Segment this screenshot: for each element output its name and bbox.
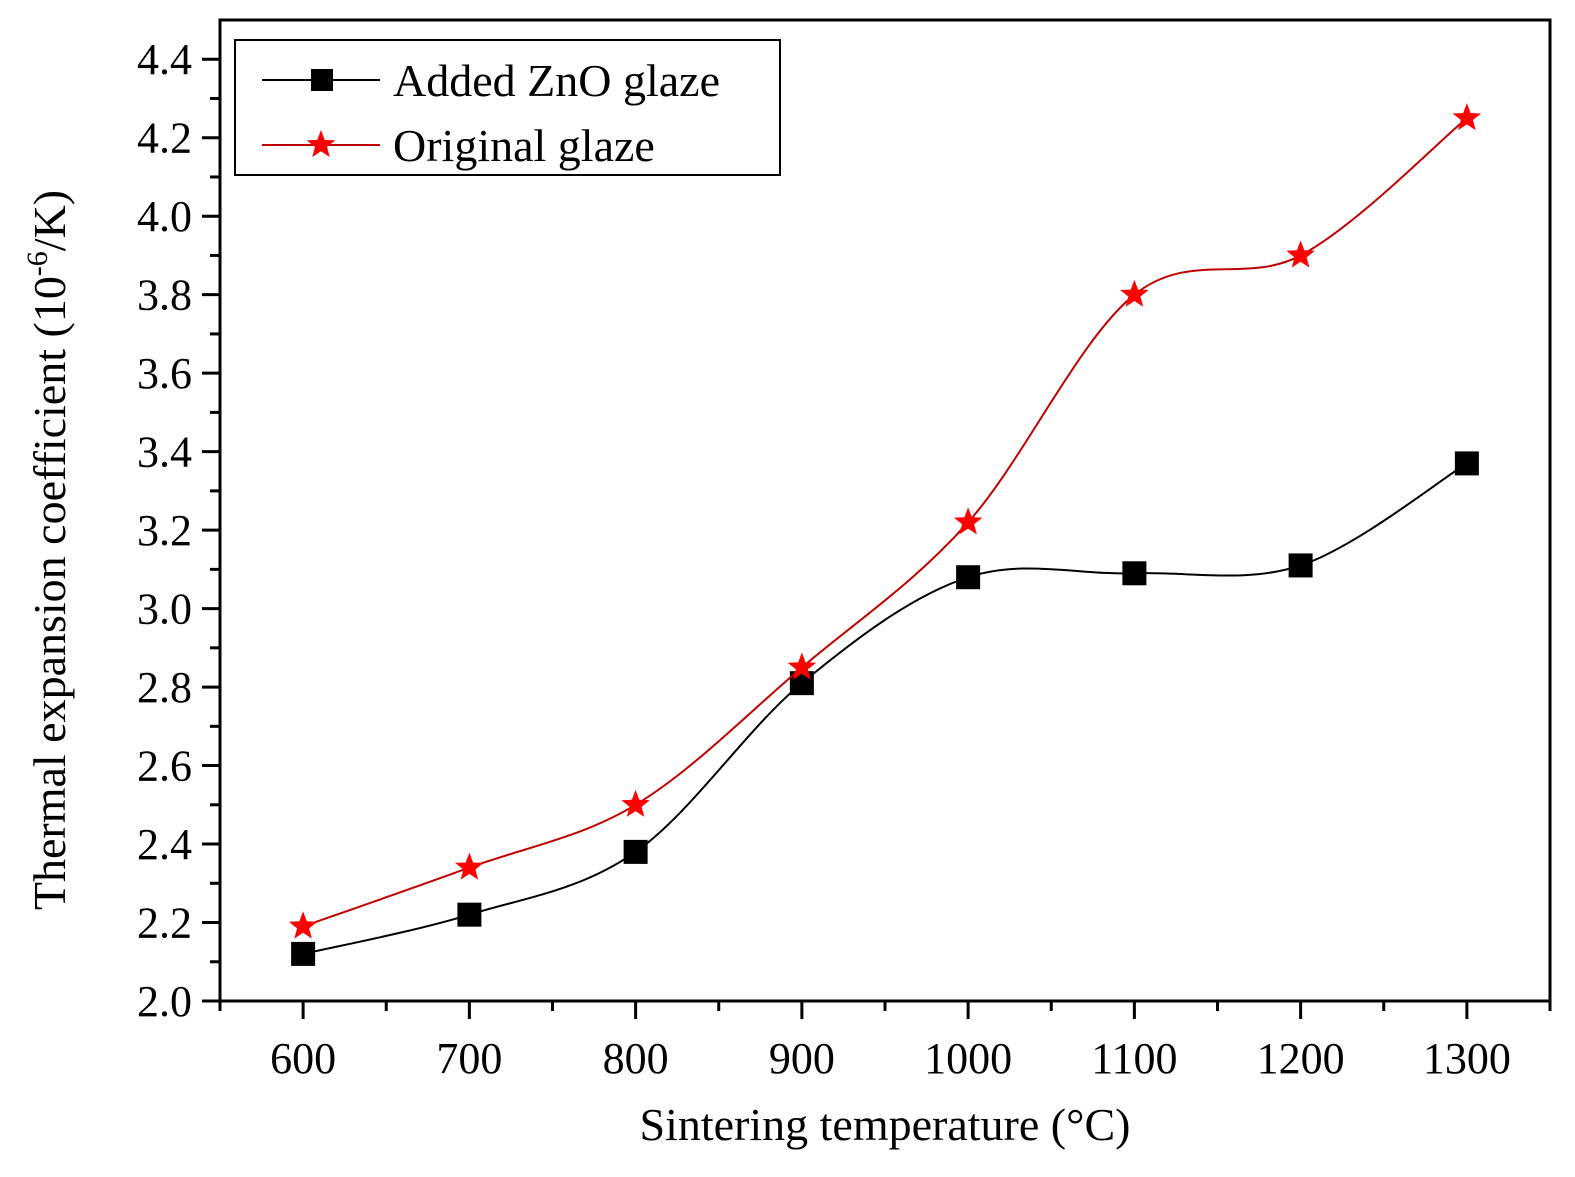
x-tick-label: 800 — [603, 1034, 669, 1083]
data-point-star — [953, 507, 983, 535]
data-point-star — [1452, 103, 1482, 131]
data-point-square — [956, 565, 981, 590]
y-axis-title: Thermal expansion coefficient (10-6/K) — [21, 190, 75, 910]
y-tick-label: 3.8 — [137, 271, 192, 320]
data-point-square — [1454, 451, 1479, 476]
x-tick-label: 700 — [436, 1034, 502, 1083]
y-tick-label: 2.6 — [137, 742, 192, 791]
y-tick-label: 2.0 — [137, 977, 192, 1026]
data-point-square — [1122, 561, 1147, 586]
y-tick-label: 2.2 — [137, 899, 192, 948]
axis-ticks: 2.0 2.2 2.4 2.6 2.8 3.0 3.2 3.4 3.6 3.8 4.0 4.2 4.4 6… — [137, 35, 1552, 1083]
legend-marker-square — [311, 69, 333, 91]
x-tick-label: 1200 — [1257, 1034, 1345, 1083]
x-tick-label: 600 — [270, 1034, 336, 1083]
data-point-star — [1286, 240, 1315, 268]
x-tick-label: 900 — [769, 1034, 835, 1083]
legend-label-original: Original glaze — [393, 120, 655, 171]
series-line-0 — [302, 462, 1468, 955]
legend-marker-star — [306, 130, 336, 158]
y-tick-label: 4.4 — [137, 35, 192, 84]
data-point-square — [1288, 553, 1313, 578]
series-line-1 — [302, 117, 1468, 928]
data-point-star — [455, 852, 484, 880]
x-tick-label: 1000 — [924, 1034, 1012, 1083]
legend-label-zno: Added ZnO glaze — [393, 55, 720, 106]
y-tick-label: 2.4 — [137, 820, 192, 869]
data-point-square — [623, 839, 648, 864]
y-tick-label: 3.6 — [137, 349, 192, 398]
series-group — [288, 103, 1482, 966]
x-tick-label: 1100 — [1091, 1034, 1177, 1083]
x-tick-label: 1300 — [1423, 1034, 1511, 1083]
y-tick-label: 3.0 — [137, 585, 192, 634]
y-tick-label: 3.2 — [137, 506, 192, 555]
legend: Added ZnO glaze Original glaze — [234, 39, 781, 176]
data-point-star — [621, 789, 650, 817]
y-tick-label: 4.2 — [137, 114, 192, 163]
y-tick-label: 4.0 — [137, 192, 192, 241]
data-point-star — [787, 652, 817, 680]
data-point-star — [288, 911, 318, 939]
data-point-square — [291, 941, 316, 966]
x-axis-title: Sintering temperature (°C) — [639, 1099, 1130, 1150]
data-point-star — [1120, 279, 1149, 307]
y-tick-label: 2.8 — [137, 663, 192, 712]
data-point-square — [457, 902, 482, 927]
y-tick-label: 3.4 — [137, 428, 192, 477]
